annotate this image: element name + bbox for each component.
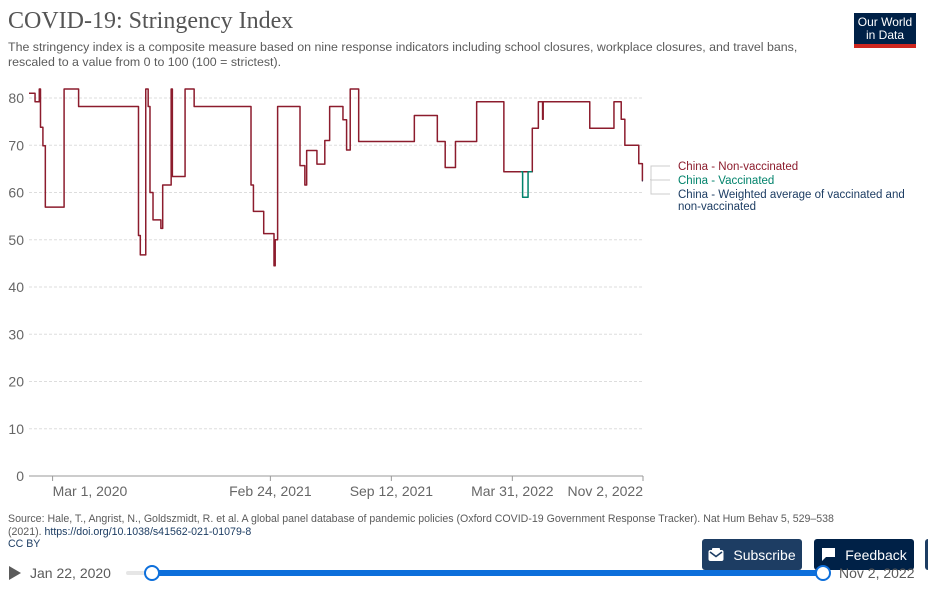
x-tick-label: Mar 1, 2020 — [53, 483, 128, 499]
feedback-button[interactable]: Feedback — [814, 539, 914, 570]
y-tick-label: 60 — [8, 185, 24, 201]
series-line-0[interactable] — [29, 88, 644, 267]
legend-label-line: China - Vaccinated — [678, 175, 774, 187]
legend-label-line: non-vaccinated — [678, 201, 756, 213]
series-line-1[interactable] — [520, 170, 533, 198]
timeline-range[interactable] — [152, 570, 823, 576]
logo-line-1: Our World — [857, 15, 913, 29]
legend-label-line: China - Non-vaccinated — [678, 161, 798, 173]
series-lines[interactable] — [29, 88, 644, 267]
y-tick-label: 50 — [8, 232, 24, 248]
source-link[interactable]: https://doi.org/10.1038/s41562-021-01079… — [44, 525, 252, 538]
legend-label-line: China - Weighted average of vaccinated a… — [678, 189, 905, 201]
legend-label-0[interactable]: China - Non-vaccinated — [678, 161, 798, 173]
subscribe-label: Subscribe — [733, 546, 796, 563]
y-tick-label: 30 — [8, 326, 24, 342]
logo-line-2: in Data — [865, 28, 905, 42]
legend-label-2[interactable]: China - Weighted average of vaccinated a… — [678, 189, 905, 213]
gridlines — [29, 97, 644, 481]
legend[interactable]: China - Non-vaccinated China - Vaccinated… — [650, 161, 905, 213]
play-icon[interactable] — [9, 566, 21, 580]
subscribe-button[interactable]: Subscribe — [702, 539, 802, 570]
timeline-start-label: Jan 22, 2020 — [30, 565, 111, 581]
x-tick-label: Feb 24, 2021 — [229, 483, 312, 499]
y-tick-label: 20 — [8, 374, 24, 390]
chart-subtitle: The stringency index is a composite meas… — [8, 40, 798, 69]
chart-title: COVID-19: Stringency Index — [8, 8, 294, 34]
source-text: Source: Hale, T., Angrist, N., Goldszmid… — [8, 513, 834, 538]
line-chart[interactable]: 0 10 20 30 40 50 60 70 80 Mar 1, 2020 Feb 24, 202… — [0, 0, 928, 510]
feedback-label: Feedback — [845, 546, 907, 563]
x-tick-label: Nov 2, 2022 — [568, 483, 644, 499]
share-button-partial[interactable] — [925, 539, 928, 570]
timeline-end-handle[interactable] — [815, 565, 831, 581]
x-axis-tick-labels: Mar 1, 2020 Feb 24, 2021 Sep 12, 2021 Mar 3… — [53, 483, 644, 499]
timeline-end-label: Nov 2, 2022 — [839, 565, 915, 581]
y-tick-label: 10 — [8, 421, 24, 437]
owid-logo[interactable]: Our World in Data — [854, 13, 916, 48]
license-link[interactable]: CC BY — [8, 538, 41, 550]
source-note: Source: Hale, T., Angrist, N., Goldszmid… — [8, 513, 868, 551]
legend-connector-2 — [650, 179, 670, 195]
speech-bubble-icon — [822, 548, 836, 561]
y-tick-label: 70 — [8, 137, 24, 153]
legend-label-1[interactable]: China - Vaccinated — [678, 175, 774, 187]
legend-connector-0 — [650, 165, 670, 181]
y-axis-tick-labels: 0 10 20 30 40 50 60 70 80 — [8, 90, 24, 484]
x-tick-label: Sep 12, 2021 — [350, 483, 434, 499]
timeline-start-handle[interactable] — [144, 565, 160, 581]
x-tick-label: Mar 31, 2022 — [471, 483, 554, 499]
y-tick-label: 40 — [8, 279, 24, 295]
y-tick-label: 80 — [8, 90, 24, 106]
mail-icon — [708, 547, 724, 561]
y-tick-label: 0 — [16, 468, 24, 484]
